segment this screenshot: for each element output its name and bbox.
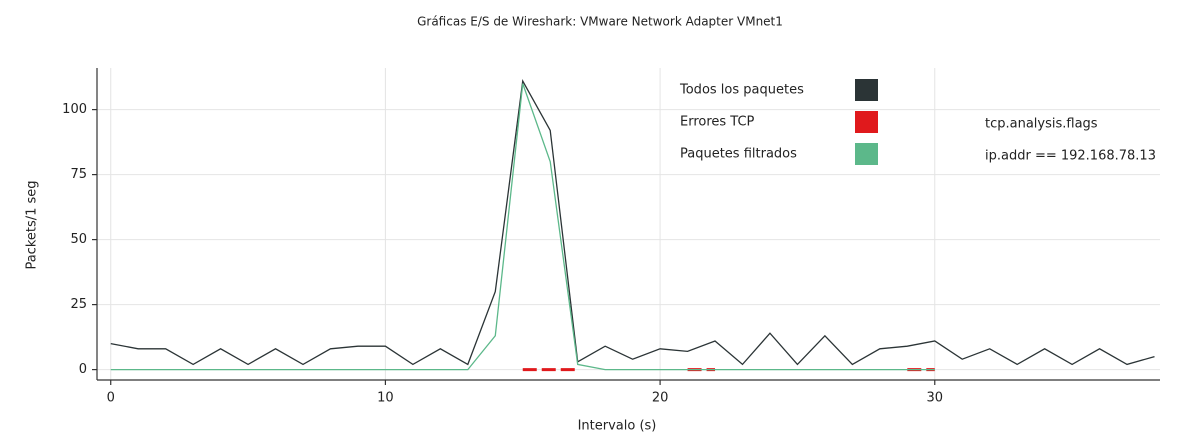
y-tick-label: 25 <box>70 297 87 312</box>
y-tick-label: 50 <box>70 232 87 247</box>
legend-label: Todos los paquetes <box>679 83 804 98</box>
annotation: ip.addr == 192.168.78.13 <box>985 149 1156 164</box>
x-tick-label: 0 <box>107 391 115 406</box>
x-axis-label: Intervalo (s) <box>578 419 657 434</box>
legend-label: Errores TCP <box>680 115 755 130</box>
annotation: tcp.analysis.flags <box>985 117 1098 132</box>
line-series <box>110 83 935 371</box>
legend-swatch <box>855 79 878 101</box>
legend-label: Paquetes filtrados <box>680 147 797 162</box>
x-tick-label: 10 <box>377 391 394 406</box>
line-series <box>110 78 1155 366</box>
legend-swatch <box>855 111 878 133</box>
y-tick-label: 75 <box>70 167 87 182</box>
y-axis-label: Packets/1 seg <box>25 180 40 269</box>
x-tick-label: 30 <box>926 391 943 406</box>
legend-swatch <box>855 143 878 165</box>
y-tick-label: 100 <box>62 102 87 117</box>
y-tick-label: 0 <box>79 362 87 377</box>
chart-title: Gráficas E/S de Wireshark: VMware Networ… <box>417 15 783 29</box>
x-tick-label: 20 <box>652 391 669 406</box>
